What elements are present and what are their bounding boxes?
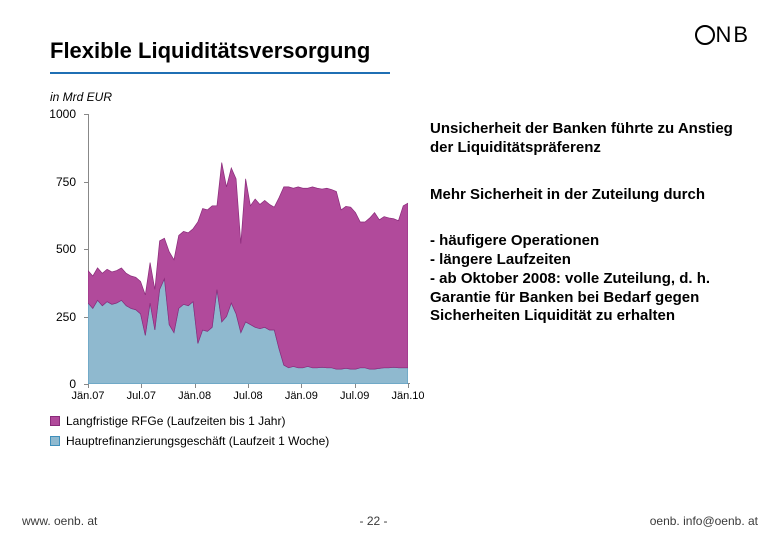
x-tick-mark xyxy=(141,384,142,388)
chart-container: in Mrd EUR 02505007501000Jän.07Jul.07Jän… xyxy=(50,90,410,460)
logo-ring-icon xyxy=(695,25,715,45)
x-tick-label: Jän.09 xyxy=(285,390,318,402)
x-tick-mark xyxy=(301,384,302,388)
x-tick-mark xyxy=(355,384,356,388)
text-heading-2: Mehr Sicherheit in der Zuteilung durch xyxy=(430,186,750,205)
footer-left: www. oenb. at xyxy=(22,514,97,528)
x-tick-label: Jul.07 xyxy=(127,390,156,402)
x-tick-label: Jul.09 xyxy=(340,390,369,402)
y-tick-label: 750 xyxy=(46,175,76,189)
legend-swatch-icon xyxy=(50,416,60,426)
text-bullets: - häufigere Operationen - längere Laufze… xyxy=(430,232,750,326)
legend-item: Hauptrefinanzierungsgeschäft (Laufzeit 1… xyxy=(50,434,410,448)
x-tick-label: Jul.08 xyxy=(233,390,262,402)
brand-logo: NB xyxy=(695,22,750,48)
bullet-3: - ab Oktober 2008: volle Zuteilung, d. h… xyxy=(430,270,750,326)
chart-plot-area: 02505007501000Jän.07Jul.07Jän.08Jul.08Jä… xyxy=(80,114,410,384)
y-tick-label: 500 xyxy=(46,242,76,256)
chart-unit-label: in Mrd EUR xyxy=(50,90,410,104)
legend-swatch-icon xyxy=(50,436,60,446)
y-tick-mark xyxy=(84,114,88,115)
x-tick-mark xyxy=(88,384,89,388)
y-tick-mark xyxy=(84,249,88,250)
y-tick-mark xyxy=(84,317,88,318)
legend-label: Langfristige RFGe (Laufzeiten bis 1 Jahr… xyxy=(66,414,285,428)
title-underline xyxy=(50,72,390,74)
chart-svg xyxy=(88,114,408,384)
footer-right: oenb. info@oenb. at xyxy=(650,514,758,528)
x-tick-mark xyxy=(195,384,196,388)
bullet-1: - häufigere Operationen xyxy=(430,232,750,251)
legend-label: Hauptrefinanzierungsgeschäft (Laufzeit 1… xyxy=(66,434,329,448)
footer-center: - 22 - xyxy=(360,514,388,528)
page-title: Flexible Liquiditätsversorgung xyxy=(50,38,370,64)
footer: www. oenb. at - 22 - oenb. info@oenb. at xyxy=(22,514,758,528)
text-column: Unsicherheit der Banken führte zu Anstie… xyxy=(430,120,750,326)
x-tick-label: Jän.07 xyxy=(71,390,104,402)
y-tick-mark xyxy=(84,182,88,183)
y-tick-label: 0 xyxy=(46,377,76,391)
chart-legend: Langfristige RFGe (Laufzeiten bis 1 Jahr… xyxy=(50,414,410,448)
y-tick-label: 1000 xyxy=(46,107,76,121)
x-tick-mark xyxy=(248,384,249,388)
bullet-2: - längere Laufzeiten xyxy=(430,251,750,270)
x-tick-label: Jän.10 xyxy=(391,390,424,402)
legend-item: Langfristige RFGe (Laufzeiten bis 1 Jahr… xyxy=(50,414,410,428)
x-tick-label: Jän.08 xyxy=(178,390,211,402)
x-tick-mark xyxy=(408,384,409,388)
logo-text: NB xyxy=(715,22,750,47)
text-para-1: Unsicherheit der Banken führte zu Anstie… xyxy=(430,120,750,158)
y-tick-label: 250 xyxy=(46,310,76,324)
